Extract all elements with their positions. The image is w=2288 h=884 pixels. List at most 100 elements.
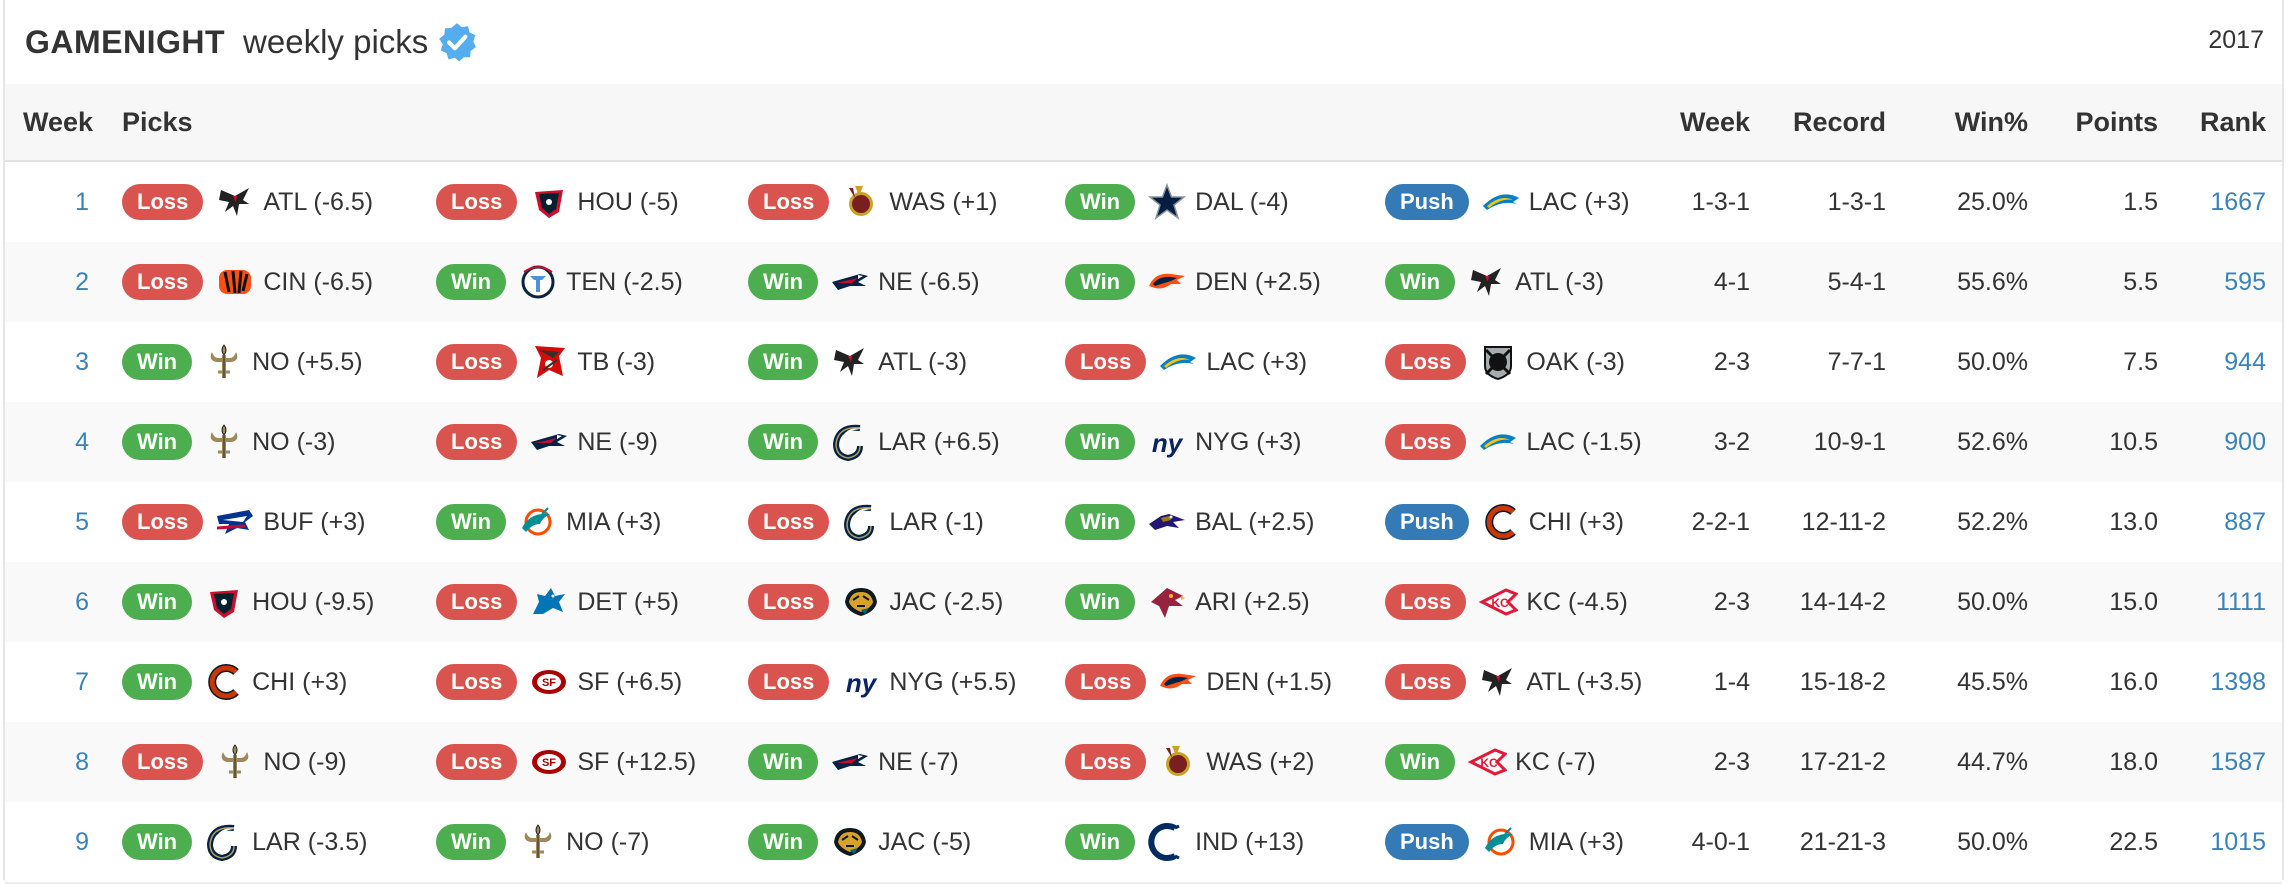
table-row: 3 Win NO (+5.5) Loss TB (-3) Win ATL (-3) Loss L… [5,322,2282,404]
dolphins-logo-icon [518,502,558,542]
week-link[interactable]: 6 [75,587,89,616]
result-badge: Win [1065,824,1136,860]
points-value: 7.5 [2123,347,2158,376]
result-badge: Loss [748,664,830,700]
win-pct-value: 55.6% [1957,267,2028,296]
result-badge: Loss [122,504,204,540]
week-link[interactable]: 4 [75,427,89,456]
pick-cell: Win BAL (+2.5) [1065,482,1314,562]
pick-text: WAS (+1) [889,187,998,216]
chiefs-logo-icon: KC [1467,742,1508,782]
redskins-logo-icon [1158,742,1198,782]
pick-text: TEN (-2.5) [566,267,683,296]
giants-logo-icon: ny [841,662,881,702]
pick-cell: Win LAR (-3.5) [122,802,367,882]
rank-link[interactable]: 595 [2224,267,2266,296]
rams-logo-icon [830,422,870,462]
pick-cell: Win NE (-6.5) [748,242,980,322]
pick-cell: Win ny NYG (+3) [1065,402,1301,482]
pick-text: ATL (-3) [1515,267,1605,296]
pick-cell: Loss ATL (-6.5) [122,162,373,242]
raiders-logo-icon [1478,342,1518,382]
result-badge: Win [436,264,507,300]
pick-text: BUF (+3) [263,507,366,536]
week-link[interactable]: 1 [75,187,89,216]
buccaneers-logo-icon [529,342,569,382]
pick-text: LAC (+3) [1206,347,1308,376]
pick-text: MIA (+3) [1528,827,1624,856]
rank-link[interactable]: 1015 [2210,827,2266,856]
49ers-logo-icon: SF [529,662,569,702]
chargers-logo-icon [1481,182,1521,222]
saints-logo-icon [215,742,255,782]
rams-logo-icon [841,502,881,542]
result-badge: Win [1385,744,1456,780]
pick-text: NYG (+3) [1195,427,1302,456]
pick-text: CHI (+3) [252,667,348,696]
pick-text: NE (-7) [878,747,959,776]
week-link[interactable]: 5 [75,507,89,536]
rank-link[interactable]: 1587 [2210,747,2266,776]
rank-link[interactable]: 887 [2224,507,2266,536]
weekly-picks-panel: GAMENIGHT weekly picks 2017 Week Picks W… [3,0,2284,884]
pick-cell: Loss WAS (+2) [1065,722,1314,802]
texans-logo-icon [204,582,244,622]
result-badge: Win [122,664,193,700]
record-value: 15-18-2 [1799,667,1886,696]
rank-link[interactable]: 944 [2224,347,2266,376]
result-badge: Loss [436,584,518,620]
svg-text:ny: ny [1152,428,1184,458]
cardinals-logo-icon [1147,582,1187,622]
saints-logo-icon [518,822,558,862]
rank-link[interactable]: 1667 [2210,187,2266,216]
result-badge: Win [122,584,193,620]
pick-cell: Loss CIN (-6.5) [122,242,373,322]
pick-cell: Loss OAK (-3) [1385,322,1625,402]
falcons-logo-icon [1467,262,1507,302]
week-link[interactable]: 3 [75,347,89,376]
week-link[interactable]: 7 [75,667,89,696]
saints-logo-icon [204,422,244,462]
pick-cell: Win IND (+13) [1065,802,1304,882]
pick-cell: Win MIA (+3) [436,482,661,562]
pick-cell: Loss NO (-9) [122,722,347,802]
week-link[interactable]: 9 [75,827,89,856]
week-link[interactable]: 2 [75,267,89,296]
table-row: 7 Win CHI (+3) Loss SF SF (+6.5) Loss ny NYG (+5… [5,642,2282,724]
result-badge: Win [1065,584,1136,620]
rank-link[interactable]: 900 [2224,427,2266,456]
pick-cell: Win ATL (-3) [748,322,967,402]
pick-text: NO (-3) [252,427,336,456]
pick-cell: Win LAR (+6.5) [748,402,1000,482]
pick-cell: Push CHI (+3) [1385,482,1624,562]
week-record-value: 2-3 [1713,747,1750,776]
redskins-logo-icon [841,182,881,222]
result-badge: Loss [436,424,518,460]
week-record-value: 1-4 [1713,667,1750,696]
giants-logo-icon: ny [1147,422,1187,462]
table-row: 2 Loss CIN (-6.5) Win TEN (-2.5) Win NE (-6.5)… [5,242,2282,324]
win-pct-value: 25.0% [1957,187,2028,216]
pick-text: DET (+5) [577,587,680,616]
pick-cell: Loss SF SF (+6.5) [436,642,682,722]
pick-text: NO (+5.5) [252,347,363,376]
rank-link[interactable]: 1398 [2210,667,2266,696]
pick-cell: Loss BUF (+3) [122,482,365,562]
pick-cell: Win DEN (+2.5) [1065,242,1321,322]
rank-link[interactable]: 1111 [2215,587,2266,616]
rams-logo-icon [204,822,244,862]
result-badge: Loss [748,504,830,540]
result-badge: Push [1385,504,1469,540]
broncos-logo-icon [1158,662,1198,702]
week-record-value: 4-0-1 [1691,827,1750,856]
brand-title: GAMENIGHT [25,23,226,60]
pick-text: CIN (-6.5) [263,267,374,296]
points-value: 5.5 [2123,267,2158,296]
column-header-rank: Rank [2199,107,2266,137]
chargers-logo-icon [1158,342,1198,382]
pick-cell: Loss JAC (-2.5) [748,562,1003,642]
pick-cell: Loss LAC (-1.5) [1385,402,1642,482]
week-link[interactable]: 8 [75,747,89,776]
pick-text: LAR (-1) [889,507,984,536]
result-badge: Win [122,344,193,380]
